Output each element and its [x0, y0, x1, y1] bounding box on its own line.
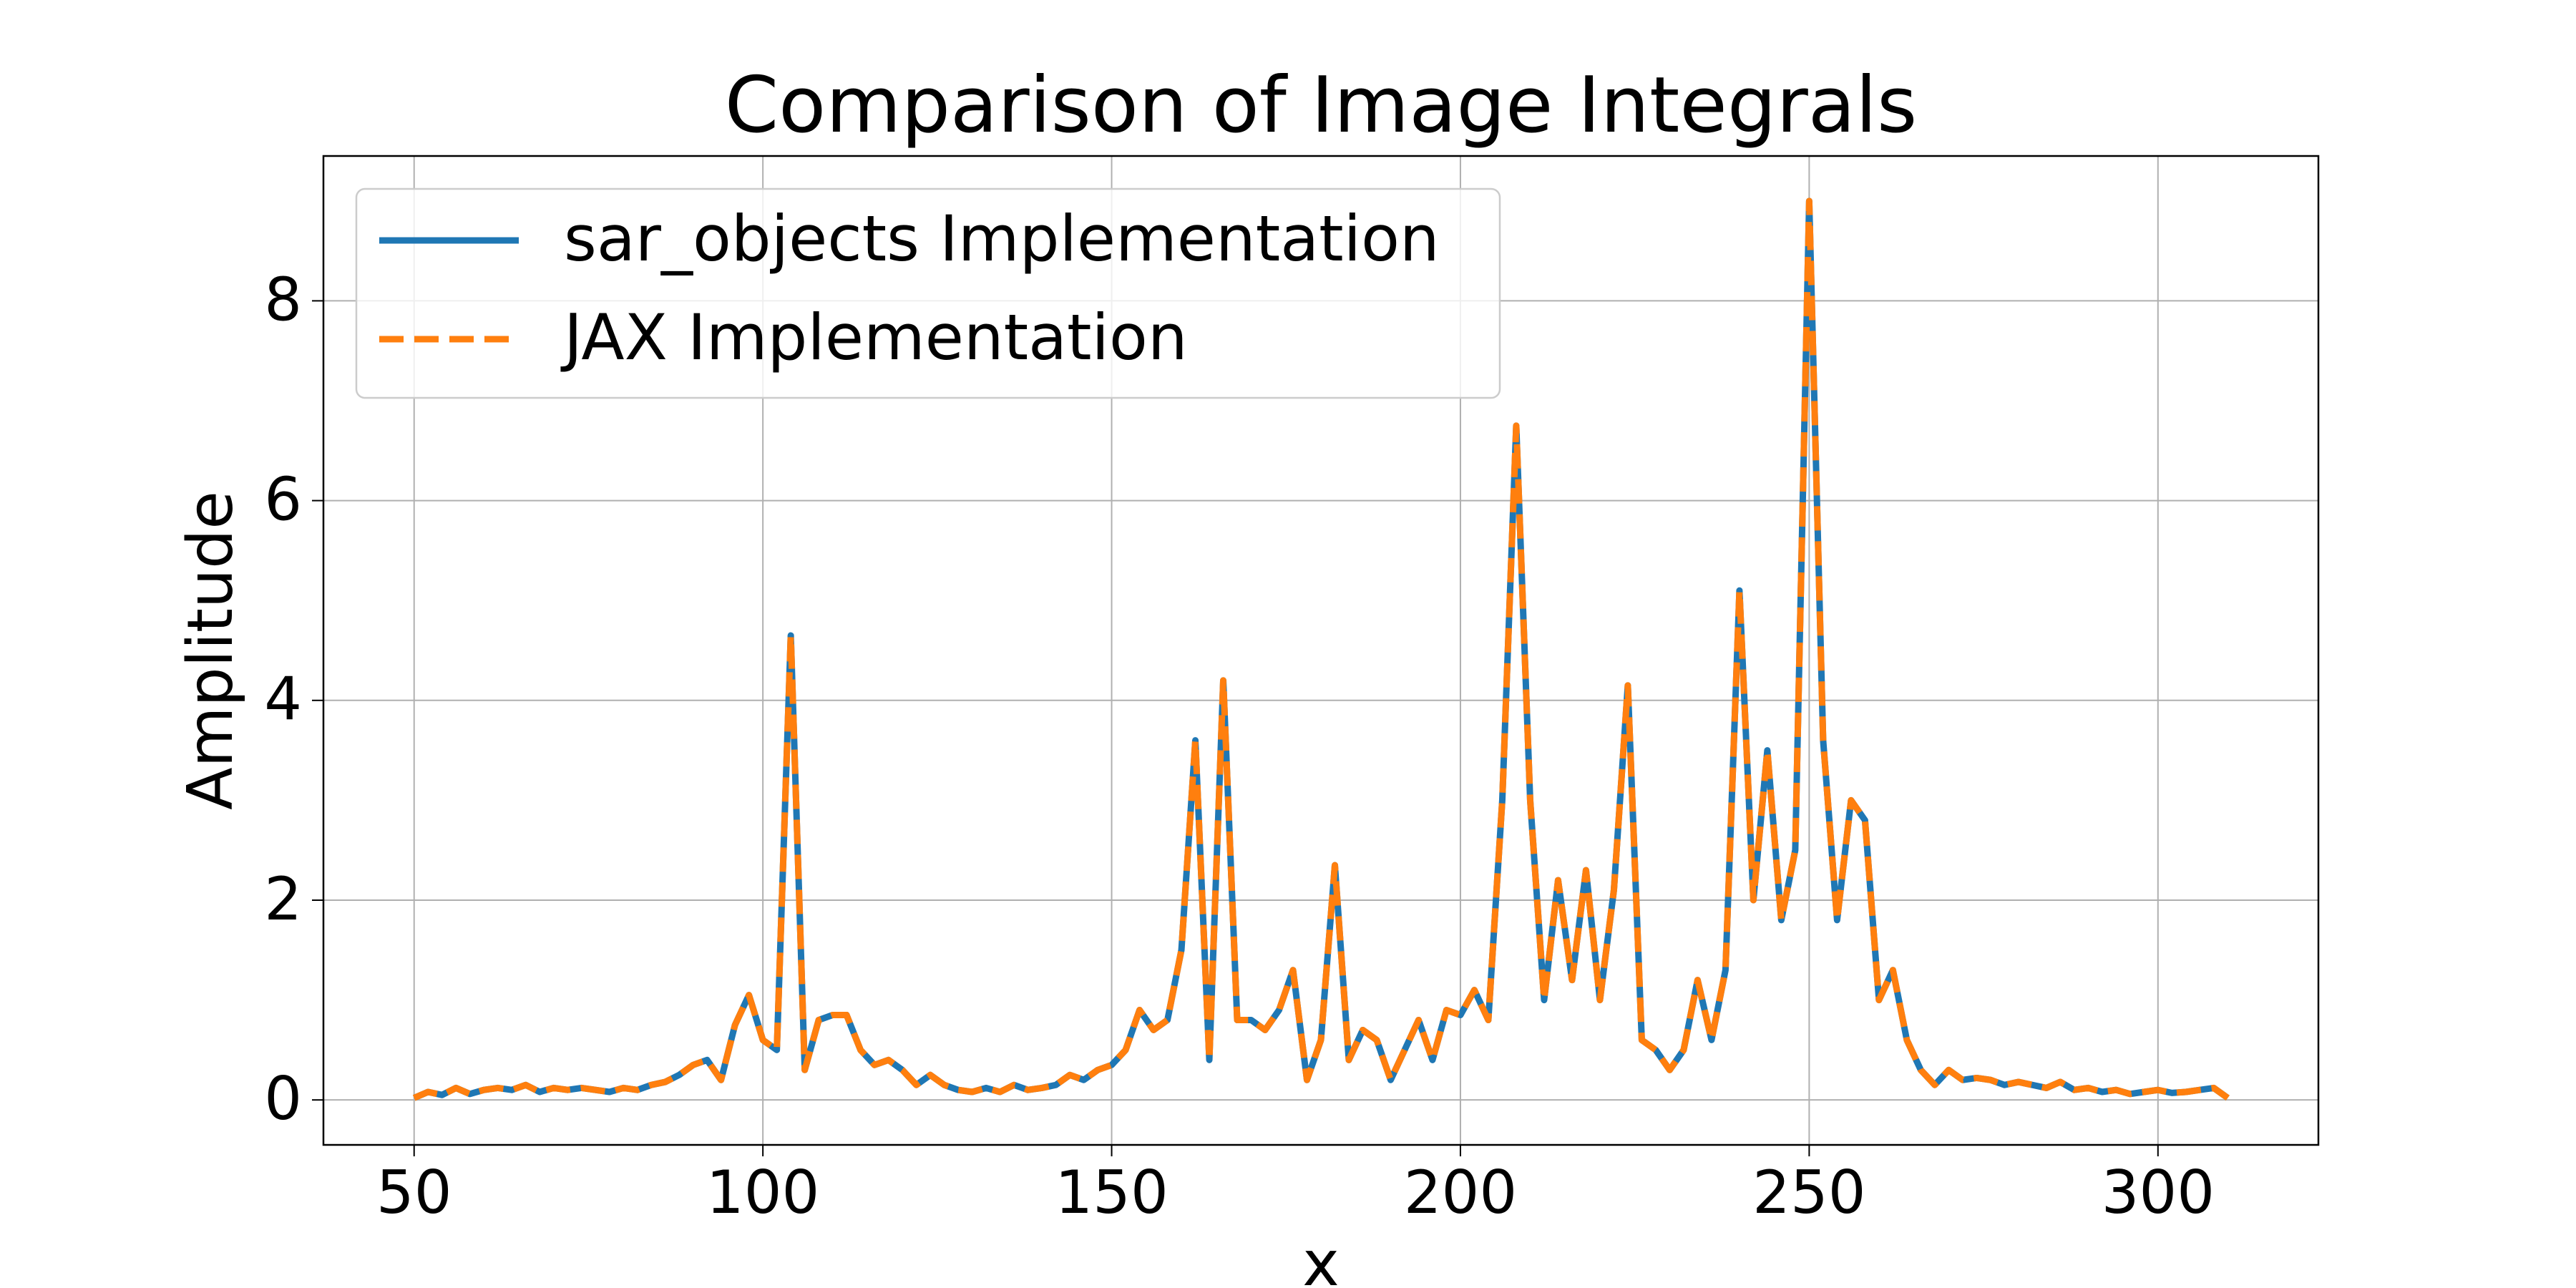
legend-box — [355, 187, 1501, 399]
legend-label: JAX Implementation — [560, 301, 1188, 374]
x-axis-label: x — [1302, 1227, 1340, 1288]
x-tick-label: 150 — [1055, 1158, 1168, 1227]
y-tick-label: 6 — [264, 465, 302, 535]
chart-title: Comparison of Image Integrals — [725, 61, 1917, 150]
y-tick-label: 8 — [264, 265, 302, 334]
x-tick-label: 250 — [1752, 1158, 1865, 1227]
x-tick-label: 200 — [1404, 1158, 1517, 1227]
y-tick-label: 2 — [264, 864, 302, 934]
x-tick-label: 100 — [706, 1158, 819, 1227]
x-tick-label: 50 — [376, 1158, 452, 1227]
plot-frame — [322, 155, 2320, 1146]
x-tick-label: 300 — [2102, 1158, 2215, 1227]
y-tick-label: 0 — [264, 1064, 302, 1133]
legend-label: sar_objects Implementation — [564, 202, 1440, 275]
y-tick-label: 4 — [264, 665, 302, 734]
data-line — [412, 197, 2230, 1101]
y-axis-label: Amplitude — [174, 491, 247, 810]
